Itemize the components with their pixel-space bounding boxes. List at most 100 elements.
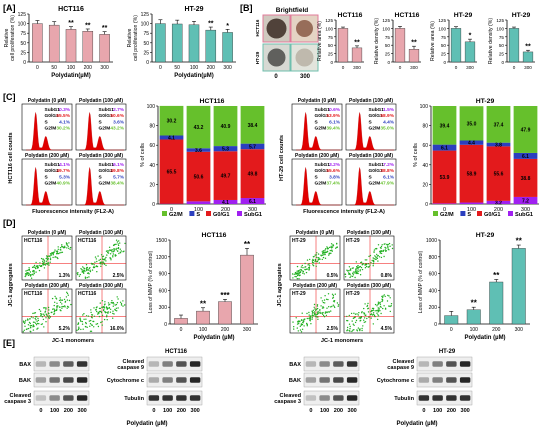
flow-event: [38, 308, 41, 311]
blot-band: [346, 395, 358, 401]
stack-segment: [213, 106, 238, 147]
flow-event: [90, 311, 92, 314]
stack-segment: [486, 142, 511, 147]
flow-event: [351, 320, 353, 322]
flow-event: [77, 273, 79, 276]
flow-event: [105, 260, 107, 262]
y-tick-label: 0: [330, 60, 333, 65]
significance-mark: **: [411, 40, 417, 47]
flow-event: [336, 302, 339, 304]
flow-event: [364, 303, 366, 305]
flow-event: [363, 307, 365, 310]
flow-event: [96, 260, 98, 263]
legend-swatch: [237, 211, 242, 216]
blot-frame: [416, 390, 473, 406]
significance-mark: **: [102, 25, 108, 32]
flow-event: [308, 265, 311, 267]
flow-event: [116, 296, 118, 298]
flow-event: [372, 259, 375, 262]
flow-event: [91, 314, 94, 316]
flow-event: [321, 313, 324, 315]
flow-event: [299, 274, 301, 276]
x-axis-title: Polydatin (µM): [126, 421, 167, 427]
flow-event: [60, 251, 62, 254]
flow-event: [353, 271, 355, 273]
flow-cell-label: HT-29: [346, 238, 360, 244]
flow-event: [106, 314, 108, 316]
y-tick-label: 400: [429, 288, 438, 294]
x-axis-title: Polydatin (µM): [464, 335, 505, 341]
flow-event: [382, 307, 384, 310]
blot-band: [148, 377, 160, 383]
flow-event: [48, 315, 51, 317]
flow-event: [377, 254, 379, 257]
flow-title: Polydatin (200 µM): [293, 283, 337, 289]
flow-event: [381, 244, 383, 246]
flow-event: [106, 319, 108, 321]
flow-event: [361, 264, 363, 266]
flow-event: [33, 266, 35, 268]
phase-label: S: [315, 174, 319, 180]
flow-event: [370, 317, 372, 319]
flow-percent: 4.5%: [381, 326, 393, 332]
y-tick-label: 80: [149, 124, 155, 130]
flow-event: [317, 257, 319, 259]
flow-event: [36, 328, 38, 330]
flow-event: [363, 317, 366, 319]
flow-event: [25, 275, 27, 277]
flow-event: [117, 307, 119, 309]
flow-event: [33, 272, 35, 275]
x-axis-title: Polydatin (µM): [396, 421, 437, 427]
phase-value: 35.0%: [380, 126, 394, 132]
phase-label: G0/G1: [369, 113, 383, 119]
brightfield-image: [290, 14, 319, 43]
panel-d: Polydatin (0 µM) HCT116 1.3% Polydatin (100…: [8, 230, 530, 344]
lane-label: 200: [334, 408, 343, 414]
flow-event: [48, 312, 50, 315]
flow-percent: 2.5%: [113, 273, 125, 279]
flow-event: [101, 300, 104, 302]
phase-label: S: [45, 174, 49, 180]
flow-event: [88, 276, 90, 278]
flow-event: [352, 272, 354, 274]
flow-event: [42, 263, 45, 265]
flow-event: [377, 314, 379, 316]
flow-event: [56, 308, 58, 310]
flow-event: [367, 308, 369, 310]
stack-segment: [459, 202, 484, 204]
flow-event: [356, 313, 358, 315]
flow-event: [363, 321, 365, 323]
flow-event: [364, 259, 366, 261]
flow-event: [381, 298, 383, 300]
flow-event: [104, 311, 106, 313]
flow-event: [92, 266, 95, 269]
flow-event: [102, 309, 105, 312]
bar: [218, 301, 232, 325]
chart-title: HCT116: [200, 98, 225, 105]
y-tick-label: 900: [159, 272, 168, 278]
y-tick-label: 0: [164, 322, 167, 328]
flow-event: [330, 249, 333, 251]
y-tick-label: 25: [385, 52, 391, 57]
flow-event: [50, 253, 52, 255]
flow-event: [324, 257, 327, 259]
brightfield-image: [290, 43, 319, 72]
y-tick-label: 100: [420, 104, 429, 110]
brightfield-image: [262, 14, 291, 43]
flow-event: [23, 321, 25, 323]
flow-event: [325, 314, 328, 317]
flow-event: [297, 270, 300, 272]
phase-value: 49.8%: [110, 168, 124, 174]
y-tick-label: 100: [325, 26, 333, 31]
segment-value: 38.4: [248, 123, 258, 129]
flow-event: [117, 247, 120, 250]
y-tick-label: 0: [501, 60, 504, 65]
western-blot-strip: [33, 372, 90, 388]
flow-event: [56, 302, 58, 304]
flow-event: [346, 269, 348, 271]
flow-event: [40, 323, 42, 326]
flow-event: [78, 326, 80, 328]
flow-event: [331, 305, 333, 308]
phase-label: G0/G1: [315, 113, 329, 119]
